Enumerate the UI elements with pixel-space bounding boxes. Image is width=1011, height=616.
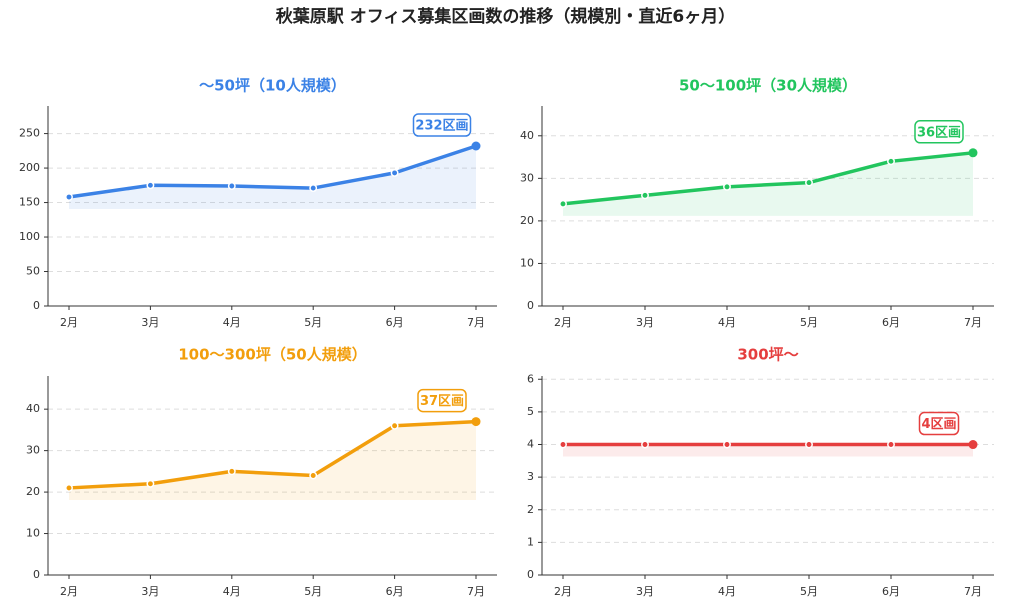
chart-title: 50〜100坪（30人規模） — [679, 77, 857, 95]
data-point — [559, 199, 567, 208]
figure-title: 秋葉原駅 オフィス募集区画数の推移（規模別・直近6ヶ月） — [275, 7, 736, 27]
x-tick-label: 6月 — [386, 585, 404, 598]
data-point — [146, 479, 155, 488]
x-tick-label: 6月 — [386, 316, 404, 329]
y-tick-label: 0 — [33, 299, 40, 312]
data-point — [227, 467, 236, 476]
x-tick-label: 5月 — [304, 316, 322, 329]
data-point — [146, 181, 155, 190]
data-point — [309, 471, 318, 480]
y-tick-label: 6 — [527, 372, 534, 385]
y-tick-label: 250 — [19, 127, 40, 140]
data-point — [559, 440, 567, 449]
data-point — [805, 440, 813, 449]
last-value-badge — [412, 113, 472, 137]
series-line — [561, 151, 975, 206]
x-tick-label: 7月 — [467, 585, 485, 598]
x-tick-label: 2月 — [60, 316, 78, 329]
data-point-last — [968, 440, 978, 450]
data-point — [227, 182, 236, 190]
y-tick-label: 20 — [26, 485, 40, 498]
y-tick-label: 40 — [520, 129, 534, 142]
y-tick-label: 200 — [19, 161, 40, 174]
data-point — [390, 168, 399, 177]
y-tick-label: 100 — [19, 230, 40, 243]
y-tick-label: 40 — [26, 402, 40, 415]
area-fill — [563, 152, 973, 216]
area-fill — [69, 421, 476, 500]
x-tick-label: 3月 — [636, 585, 654, 598]
x-tick-label: 7月 — [964, 316, 982, 329]
y-tick-label: 0 — [527, 568, 534, 581]
x-tick-label: 4月 — [718, 585, 736, 598]
y-tick-label: 20 — [520, 214, 534, 227]
y-tick-label: 150 — [19, 196, 40, 209]
x-tick-label: 4月 — [223, 585, 241, 598]
area-fill — [69, 146, 476, 210]
data-point — [805, 178, 813, 187]
x-tick-label: 7月 — [964, 585, 982, 598]
data-point — [65, 483, 73, 492]
last-value-badge — [918, 411, 960, 436]
last-value-badge — [914, 120, 964, 144]
y-tick-label: 10 — [26, 527, 40, 540]
chart-panel-3: 100〜300坪（50人規模） 0 10 20 30 40 2月 3月 4月 5月 6月 7月 37区画 — [26, 346, 497, 598]
y-tick-label: 0 — [33, 568, 40, 581]
data-point-last — [968, 148, 978, 158]
x-tick-label: 2月 — [554, 316, 572, 329]
data-point — [641, 440, 649, 449]
y-tick-label: 1 — [527, 535, 534, 548]
x-tick-label: 5月 — [800, 316, 818, 329]
x-tick-label: 3月 — [141, 585, 159, 598]
x-tick-label: 3月 — [141, 316, 159, 329]
last-value-badge — [417, 388, 467, 413]
x-tick-label: 2月 — [60, 585, 78, 598]
y-tick-label: 4 — [527, 438, 534, 451]
data-point — [723, 440, 731, 449]
chart-panel-1: 〜50坪（10人規模） 0 50 100 150 200 250 2月 3月 4月 5月 6月 7月 23… — [19, 77, 497, 329]
last-value-label: 37区画 — [420, 394, 464, 409]
x-tick-label: 5月 — [304, 585, 322, 598]
last-value-label: 4区画 — [921, 417, 956, 432]
data-point — [723, 182, 731, 191]
x-tick-label: 4月 — [718, 316, 736, 329]
x-tick-label: 2月 — [554, 585, 572, 598]
y-tick-label: 3 — [527, 470, 534, 483]
chart-panel-2: 50〜100坪（30人規模） 0 10 20 30 40 2月 3月 4月 5月 6月 7月 36区画 — [520, 77, 994, 329]
chart-title: 300坪〜 — [737, 346, 798, 364]
y-tick-label: 30 — [26, 444, 40, 457]
y-tick-label: 0 — [527, 299, 534, 312]
series-line — [67, 419, 478, 490]
data-point — [65, 193, 73, 201]
x-tick-label: 6月 — [882, 585, 900, 598]
last-value-label: 232区画 — [415, 119, 468, 134]
chart-title: 100〜300坪（50人規模） — [178, 346, 367, 364]
x-tick-label: 4月 — [223, 316, 241, 329]
y-tick-label: 2 — [527, 503, 534, 516]
x-tick-label: 7月 — [467, 316, 485, 329]
data-point-last — [471, 141, 481, 151]
chart-title: 〜50坪（10人規模） — [199, 77, 346, 95]
last-value-label: 36区画 — [917, 125, 961, 140]
data-point — [641, 191, 649, 200]
y-tick-label: 5 — [527, 405, 534, 418]
data-point — [309, 184, 318, 193]
y-tick-label: 30 — [520, 171, 534, 184]
chart-panel-4: 300坪〜 0 1 2 3 4 5 6 2月 3月 4月 5月 6月 7月 4区画 — [527, 346, 994, 598]
x-tick-label: 3月 — [636, 316, 654, 329]
x-tick-label: 6月 — [882, 316, 900, 329]
data-point — [887, 157, 895, 166]
x-tick-label: 5月 — [800, 585, 818, 598]
data-point — [390, 421, 399, 430]
area-fill — [563, 444, 973, 457]
y-tick-label: 10 — [520, 256, 534, 269]
data-point — [887, 440, 895, 449]
data-point-last — [471, 417, 481, 427]
y-tick-label: 50 — [26, 265, 40, 278]
series-line — [67, 144, 478, 199]
